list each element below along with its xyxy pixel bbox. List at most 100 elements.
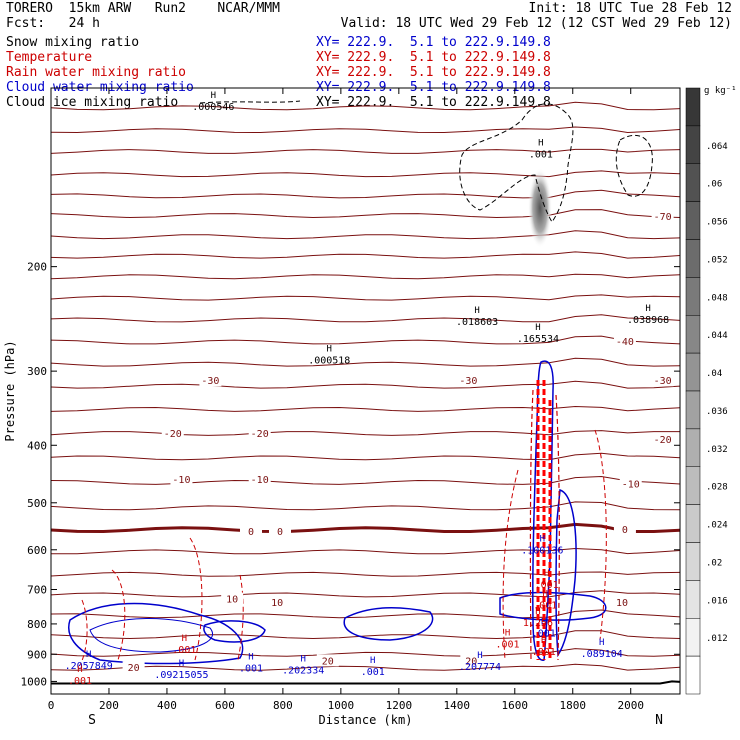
maximum-value-label: .001 <box>533 600 557 611</box>
colorbar-label: .036 <box>706 407 728 417</box>
maximum-value-label: .001 <box>239 664 263 675</box>
maximum-value-label: .001 <box>535 580 559 591</box>
maximum-value-label: .207774 <box>459 662 501 673</box>
isotherm-line <box>51 663 680 671</box>
x-tick-label: 1400 <box>444 699 471 712</box>
temperature-contour-label: -70 <box>654 212 672 223</box>
mixing-ratio-contours <box>68 100 653 666</box>
isotherm-line <box>51 405 680 412</box>
colorbar-label: .044 <box>706 331 728 341</box>
isotherm-line <box>51 314 680 323</box>
temperature-contour-label: -40 <box>616 337 634 348</box>
colorbar-swatch <box>685 504 701 543</box>
maximum-marker: H <box>327 345 332 355</box>
x-tick-label: 200 <box>99 699 119 712</box>
cloud-ice-contour-top <box>199 100 301 104</box>
isotherm-line <box>51 251 680 259</box>
maximum-value-label: .000518 <box>308 356 350 367</box>
colorbar-swatch <box>685 352 701 392</box>
maximum-marker: H <box>474 306 479 316</box>
maximum-marker: H <box>505 629 510 639</box>
temperature-contour-label: -10 <box>172 475 190 486</box>
y-axis-label: Pressure (hPa) <box>3 340 17 441</box>
plot-frame <box>50 87 681 695</box>
temperature-label-bg <box>248 427 271 440</box>
maximum-value-label: .801 <box>532 647 556 658</box>
field-xy-snow: XY= 222.9. 5.1 to 222.9.149.8 <box>316 35 551 50</box>
maximum-marker: H <box>86 650 91 660</box>
y-tick-label: 300 <box>27 365 47 378</box>
temperature-contour-label: -30 <box>459 376 477 387</box>
x-tick-label: 800 <box>273 699 293 712</box>
y-tick-label: 1000 <box>21 675 48 688</box>
temperature-contour-label: -20 <box>251 429 269 440</box>
rain-column-core <box>536 380 552 660</box>
colorbar-swatch <box>685 201 701 240</box>
colorbar-swatch <box>685 87 701 127</box>
isotherm-line <box>51 630 680 640</box>
temperature-label-bg <box>122 661 145 674</box>
cloud-water-low-west <box>68 602 244 665</box>
field-xy-temperature: XY= 222.9. 5.1 to 222.9.149.8 <box>316 50 551 65</box>
maximum-marker: H <box>182 634 187 644</box>
y-tick-label: 600 <box>27 544 47 557</box>
y-tick-label: 200 <box>27 261 47 274</box>
field-name-temperature: Temperature <box>6 50 93 65</box>
isotherm-line <box>51 126 680 134</box>
isotherm-line <box>51 294 680 301</box>
isotherm-line <box>51 189 680 199</box>
colorbar-swatch <box>685 618 701 657</box>
colorbar-label: .056 <box>706 218 728 228</box>
x-tick-label: 2000 <box>617 699 644 712</box>
colorbar-swatch <box>685 580 701 619</box>
isotherm-line <box>51 609 680 619</box>
north-endpoint-label: N <box>655 713 663 728</box>
temperature-label-bg <box>457 374 480 387</box>
maximum-value-label: .2057849 <box>65 661 113 672</box>
isotherm-line <box>51 335 680 345</box>
temperature-contour-label: -10 <box>622 480 640 491</box>
maximum-marker: H <box>300 654 305 664</box>
rain-contour-core <box>529 389 560 661</box>
isotherm-line <box>51 148 680 154</box>
colorbar-label: .064 <box>706 142 728 152</box>
field-name-rain: Rain water mixing ratio <box>6 65 187 80</box>
colorbar-swatch <box>685 655 701 695</box>
colorbar-swatch <box>685 315 701 354</box>
temperature-label-bg <box>619 477 642 490</box>
maximum-marker: H <box>540 534 545 544</box>
maximum-marker: H <box>538 139 543 149</box>
isotherm-line <box>51 101 680 111</box>
isotherm-line <box>51 501 680 511</box>
maximum-value-label: .001 <box>495 640 519 651</box>
x-tick-label: 400 <box>157 699 177 712</box>
init-time: Init: 18 UTC Tue 28 Feb 12 <box>528 1 733 16</box>
maximum-value-label: .000546 <box>192 102 234 113</box>
isotherm-line <box>51 452 680 461</box>
y-tick-label: 900 <box>27 648 47 661</box>
isotherm-line <box>51 357 680 367</box>
maximum-value-label: .202334 <box>282 665 324 676</box>
maximum-marker: H <box>535 323 540 333</box>
temperature-label-bg <box>460 654 483 667</box>
temperature-label-bg <box>268 524 291 537</box>
isotherm-line <box>51 590 680 598</box>
temperature-contour-label: 20 <box>322 656 334 667</box>
axes: 0 200 400 600 800 1000 1200 1400 1600 1800 2000200… <box>3 87 681 728</box>
temperature-label-bg <box>240 524 263 537</box>
colorbar-label: .02 <box>706 558 722 568</box>
x-tick-label: 1800 <box>560 699 587 712</box>
temperature-label-bg <box>221 592 244 605</box>
cloud-water-low-west-inner <box>89 618 213 653</box>
cloud-water-low-mid <box>343 607 434 641</box>
colorbar-label: .024 <box>706 521 728 531</box>
maximum-marker: H <box>541 636 546 646</box>
isotherm-line <box>51 430 680 436</box>
temperature-contour-label: 10 <box>271 598 283 609</box>
isotherm-line <box>51 209 680 219</box>
model-title: TORERO 15km ARW Run2 NCAR/MMM <box>6 1 280 16</box>
valid-time: Valid: 18 UTC Wed 29 Feb 12 (12 CST Wed … <box>340 16 732 31</box>
rain-contour-west-1 <box>79 569 126 666</box>
maximum-value-label: .001 <box>532 628 556 639</box>
maximum-marker: H <box>544 569 549 579</box>
